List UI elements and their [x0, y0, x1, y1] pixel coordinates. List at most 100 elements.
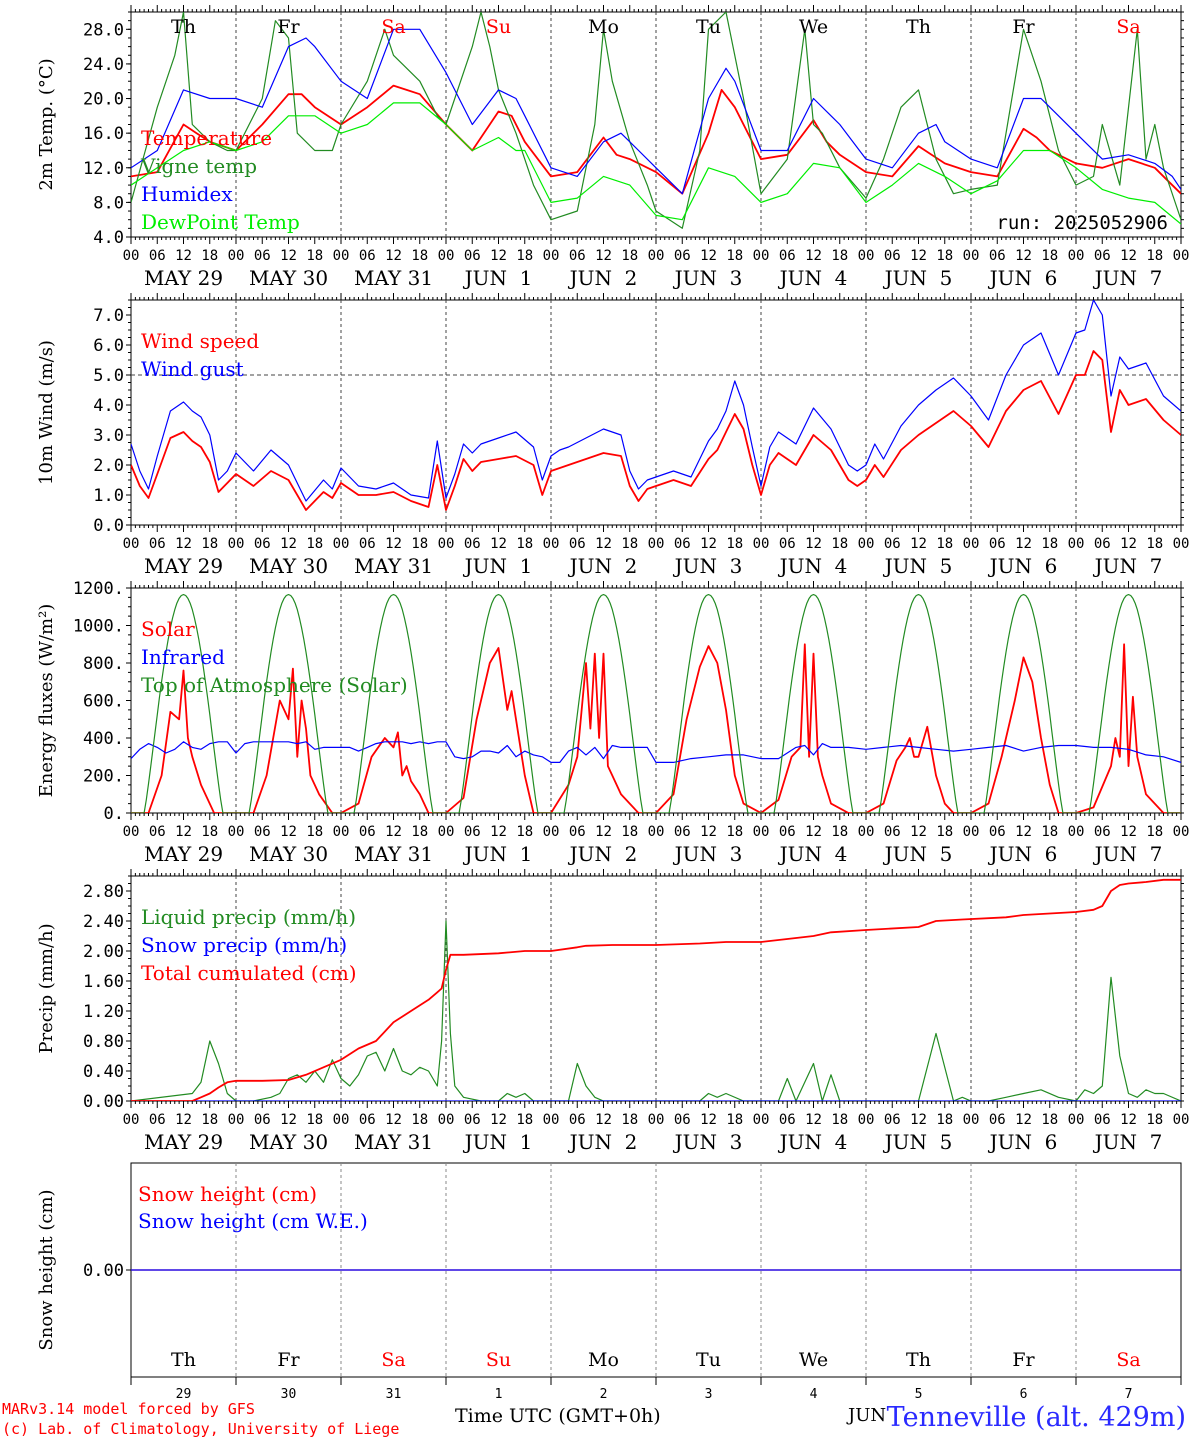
- hour-label: 18: [726, 824, 743, 840]
- hour-label: 00: [1068, 824, 1085, 840]
- y-tick-label: 1.20: [83, 1002, 124, 1022]
- hour-label: 00: [123, 248, 140, 264]
- hour-label: 06: [149, 1112, 166, 1128]
- hour-label: 12: [175, 248, 192, 264]
- y-tick-label: 0.40: [83, 1062, 124, 1082]
- hour-label: 12: [805, 248, 822, 264]
- y-tick-label: 0.: [104, 804, 124, 824]
- hour-label: 12: [805, 824, 822, 840]
- hour-label: 06: [779, 248, 796, 264]
- hour-label: 00: [333, 536, 350, 552]
- date-label: JUN 6: [988, 842, 1058, 866]
- y-tick-label: 2.00: [83, 942, 124, 962]
- series-group: [131, 878, 1181, 1101]
- hour-label: 12: [595, 1112, 612, 1128]
- hour-label: 18: [936, 1112, 953, 1128]
- date-label: JUN 3: [673, 266, 743, 290]
- day-of-week-label: Sa: [1116, 16, 1140, 38]
- hour-label: 12: [490, 248, 507, 264]
- y-tick-label: 2.80: [83, 882, 124, 902]
- hour-label: 06: [674, 824, 691, 840]
- hour-label: 18: [831, 536, 848, 552]
- month-label: JUN: [848, 1405, 887, 1426]
- hour-label: 18: [201, 536, 218, 552]
- hour-label: 00: [123, 824, 140, 840]
- date-label: MAY 30: [249, 266, 328, 290]
- date-label: JUN 3: [673, 554, 743, 578]
- hour-label: 18: [411, 1112, 428, 1128]
- hour-label: 00: [753, 1112, 770, 1128]
- day-number-label: 30: [281, 1387, 297, 1402]
- y-tick-label: 0.0: [93, 516, 124, 536]
- hour-label: 18: [726, 1112, 743, 1128]
- date-label: JUN 2: [568, 266, 638, 290]
- hour-label: 00: [543, 248, 560, 264]
- hour-label: 00: [963, 1112, 980, 1128]
- hour-label: 00: [648, 1112, 665, 1128]
- plot-frame: [130, 587, 1182, 814]
- hour-label: 12: [700, 536, 717, 552]
- hour-label: 12: [595, 248, 612, 264]
- hour-label: 12: [805, 536, 822, 552]
- hour-label: 06: [884, 536, 901, 552]
- hour-label: 12: [1015, 536, 1032, 552]
- day-number-label: 29: [176, 1387, 192, 1402]
- hour-label: 18: [1041, 1112, 1058, 1128]
- series-line-1: [131, 84, 1181, 195]
- series-line-1: [131, 643, 1181, 813]
- legend-entry: Total cumulated (cm): [141, 961, 357, 985]
- date-label: JUN 7: [1093, 554, 1163, 578]
- hour-label: 06: [884, 1112, 901, 1128]
- y-axis-label: 2m Temp. (°C): [36, 58, 57, 190]
- hour-label: 06: [989, 824, 1006, 840]
- hour-label: 06: [254, 824, 271, 840]
- day-number-label: 5: [915, 1387, 923, 1402]
- date-label: JUN 4: [778, 842, 848, 866]
- y-axis-label: 10m Wind (m/s): [36, 340, 57, 485]
- hour-label: 18: [201, 824, 218, 840]
- date-label: MAY 30: [249, 554, 328, 578]
- y-axis-label: Precip (mm/h): [36, 923, 57, 1053]
- date-label: JUN 4: [778, 266, 848, 290]
- hour-label: 12: [175, 824, 192, 840]
- hour-label: 12: [700, 824, 717, 840]
- hour-label: 06: [254, 536, 271, 552]
- date-label: MAY 29: [144, 842, 223, 866]
- panel-2: 0.0 1.0 2.0 3.0 4.0 5.0 6.0 7.0 10m Wind (m/s) 00…: [36, 293, 1189, 578]
- panel-5: 0.00 Snow height (cm) Snow height (cm) Snow…: [36, 1162, 1182, 1385]
- hour-label: 00: [123, 536, 140, 552]
- hour-label: 18: [621, 248, 638, 264]
- date-label: MAY 29: [144, 266, 223, 290]
- legend-entry: Snow height (cm W.E.): [138, 1209, 368, 1233]
- day-of-week-label-bottom: Th: [171, 1349, 196, 1371]
- day-of-week-label: We: [799, 16, 828, 38]
- day-of-week-label-bottom: Th: [906, 1349, 931, 1371]
- y-tick-label: 4.0: [93, 228, 124, 248]
- y-tick-label: 12.0: [83, 159, 124, 179]
- hour-label: 06: [569, 1112, 586, 1128]
- hour-label: 18: [726, 248, 743, 264]
- y-tick-label: 8.0: [93, 193, 124, 213]
- legend-entry: Vigne temp: [140, 154, 257, 178]
- date-label: JUN 4: [778, 1130, 848, 1154]
- day-number-label: 1: [495, 1387, 503, 1402]
- hour-label: 06: [569, 824, 586, 840]
- hour-label: 06: [779, 1112, 796, 1128]
- hour-label: 00: [648, 536, 665, 552]
- y-tick-label: 2.40: [83, 912, 124, 932]
- hour-label: 06: [149, 536, 166, 552]
- hour-label: 00: [858, 536, 875, 552]
- y-tick-label: 1.0: [93, 486, 124, 506]
- hour-label: 12: [175, 1112, 192, 1128]
- hour-label: 18: [1041, 248, 1058, 264]
- hour-label: 12: [490, 824, 507, 840]
- date-label: MAY 31: [354, 842, 433, 866]
- hour-label: 06: [884, 824, 901, 840]
- series-line-2: [131, 741, 1181, 763]
- hour-label: 06: [1094, 536, 1111, 552]
- legend-entry: Solar: [141, 617, 195, 641]
- hour-label: 06: [464, 536, 481, 552]
- hour-label: 06: [779, 536, 796, 552]
- y-tick-label: 1200.: [73, 579, 124, 599]
